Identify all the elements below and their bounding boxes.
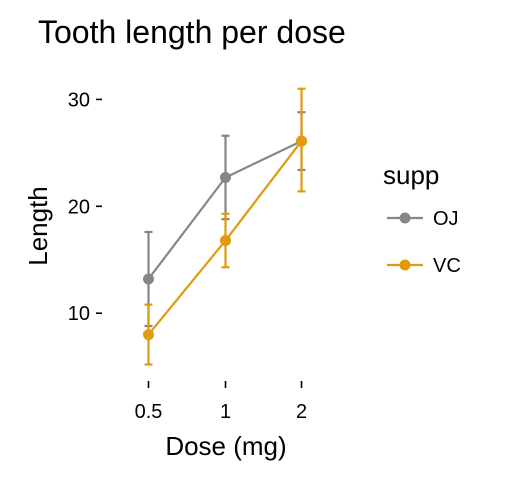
x-tick-label: 1 bbox=[220, 401, 231, 423]
legend-title: supp bbox=[383, 160, 439, 190]
y-tick-label: 20 bbox=[68, 196, 90, 218]
legend-item-vc: VC bbox=[387, 255, 461, 277]
x-tick-label: 2 bbox=[296, 401, 307, 423]
legend-label: OJ bbox=[433, 208, 459, 230]
y-axis: 10 20 30 bbox=[68, 89, 102, 325]
series-vc bbox=[143, 87, 307, 366]
legend: OJ VC bbox=[387, 208, 461, 277]
data-point bbox=[296, 135, 307, 147]
chart-title: Tooth length per dose bbox=[38, 14, 346, 50]
data-point bbox=[220, 235, 231, 247]
data-point bbox=[143, 273, 154, 285]
data-point bbox=[143, 329, 154, 341]
legend-item-oj: OJ bbox=[387, 208, 459, 230]
legend-key-point bbox=[399, 212, 411, 224]
x-axis-title: Dose (mg) bbox=[165, 431, 286, 461]
legend-label: VC bbox=[433, 255, 461, 277]
x-tick-label: 0.5 bbox=[135, 401, 163, 423]
series-layer bbox=[143, 87, 307, 366]
data-point bbox=[220, 171, 231, 183]
x-axis: 0.5 1 2 bbox=[135, 381, 307, 423]
y-axis-title: Length bbox=[23, 186, 53, 266]
y-tick-label: 30 bbox=[68, 89, 90, 111]
legend-key-point bbox=[399, 259, 411, 271]
y-tick-label: 10 bbox=[68, 303, 90, 325]
